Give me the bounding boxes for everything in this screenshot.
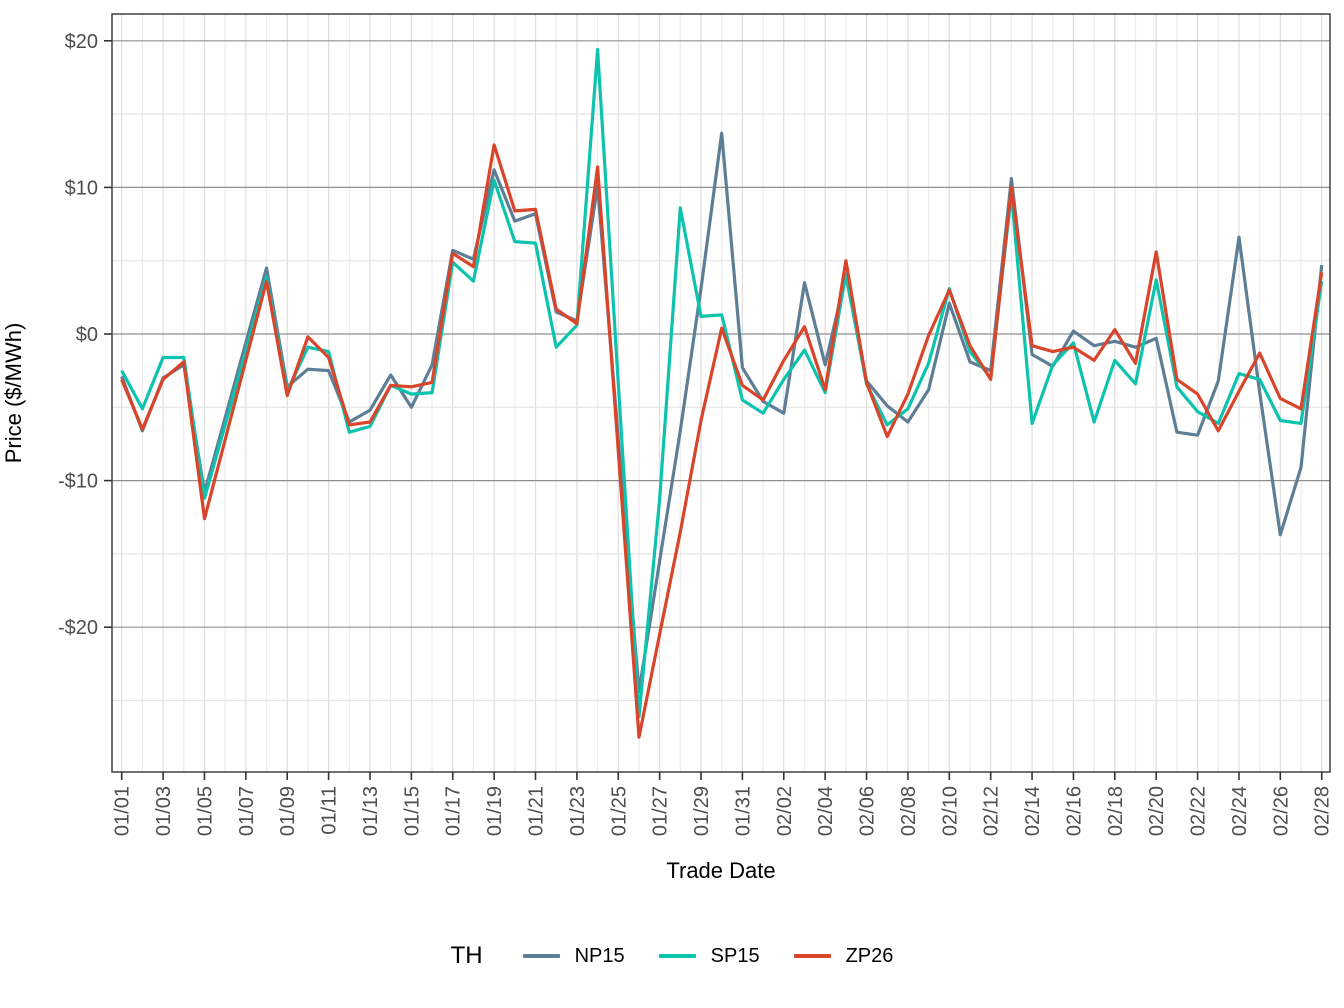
x-tick-label: 02/16 (1063, 786, 1085, 836)
x-tick-label: 02/22 (1188, 786, 1210, 836)
legend-entry-np15: NP15 (522, 944, 625, 968)
series-line-zp26 (120, 143, 1324, 739)
legend-label-sp15: SP15 (710, 944, 760, 967)
y-tick-label: $10 (65, 177, 98, 199)
panel-border (111, 13, 1331, 773)
x-tick-label: 02/04 (815, 786, 837, 836)
legend-label-zp26: ZP26 (845, 944, 894, 967)
legend-entry-sp15: SP15 (658, 944, 760, 968)
y-tick-label: $0 (76, 324, 98, 346)
x-tick-label: 01/03 (153, 786, 175, 836)
x-tick-label: 01/07 (236, 786, 258, 836)
x-tick-label: 01/13 (360, 786, 382, 836)
x-tick-label: 01/05 (194, 786, 216, 836)
x-tick-label: 01/01 (112, 786, 134, 836)
x-tick-label: 01/15 (401, 786, 423, 836)
x-tick-label: 02/24 (1229, 786, 1251, 836)
y-tick-label: $20 (65, 31, 98, 53)
x-tick-label: 01/11 (319, 786, 341, 835)
y-tick-label: -$20 (58, 617, 98, 639)
x-tick-label: 01/27 (650, 786, 672, 836)
x-tick-label: 02/26 (1270, 786, 1292, 836)
x-tick-label: 01/09 (277, 786, 299, 836)
x-tick-label: 02/28 (1312, 786, 1334, 836)
legend-label-np15: NP15 (574, 944, 625, 967)
x-tick-label: 02/14 (1022, 786, 1044, 836)
x-tick-label: 02/20 (1146, 786, 1168, 836)
zp26-line-swatch (793, 954, 831, 958)
x-tick-label: 02/10 (939, 786, 961, 836)
x-tick-label: 01/31 (732, 786, 754, 836)
legend: TH NP15 SP15 ZP26 (0, 936, 1344, 976)
y-axis-title: Price ($/MWh) (1, 322, 26, 464)
sp15-line-swatch (658, 954, 696, 958)
legend-entry-zp26: ZP26 (793, 944, 894, 968)
x-tick-label: 01/25 (608, 786, 630, 836)
x-tick-label: 02/08 (898, 786, 920, 836)
x-tick-label: 01/19 (484, 786, 506, 836)
x-tick-label: 01/21 (526, 786, 548, 836)
y-tick-label: -$10 (58, 471, 98, 493)
x-tick-label: 01/17 (443, 786, 465, 836)
x-tick-label: 02/02 (774, 786, 796, 836)
x-tick-label: 02/12 (981, 786, 1003, 836)
np15-line-swatch (522, 954, 560, 958)
x-axis-title: Trade Date (666, 858, 776, 883)
x-tick-label: 01/29 (691, 786, 713, 836)
x-tick-label: 02/06 (857, 786, 879, 836)
legend-title: TH (450, 942, 483, 969)
x-tick-label: 01/23 (567, 786, 589, 836)
x-tick-label: 02/18 (1105, 786, 1127, 836)
